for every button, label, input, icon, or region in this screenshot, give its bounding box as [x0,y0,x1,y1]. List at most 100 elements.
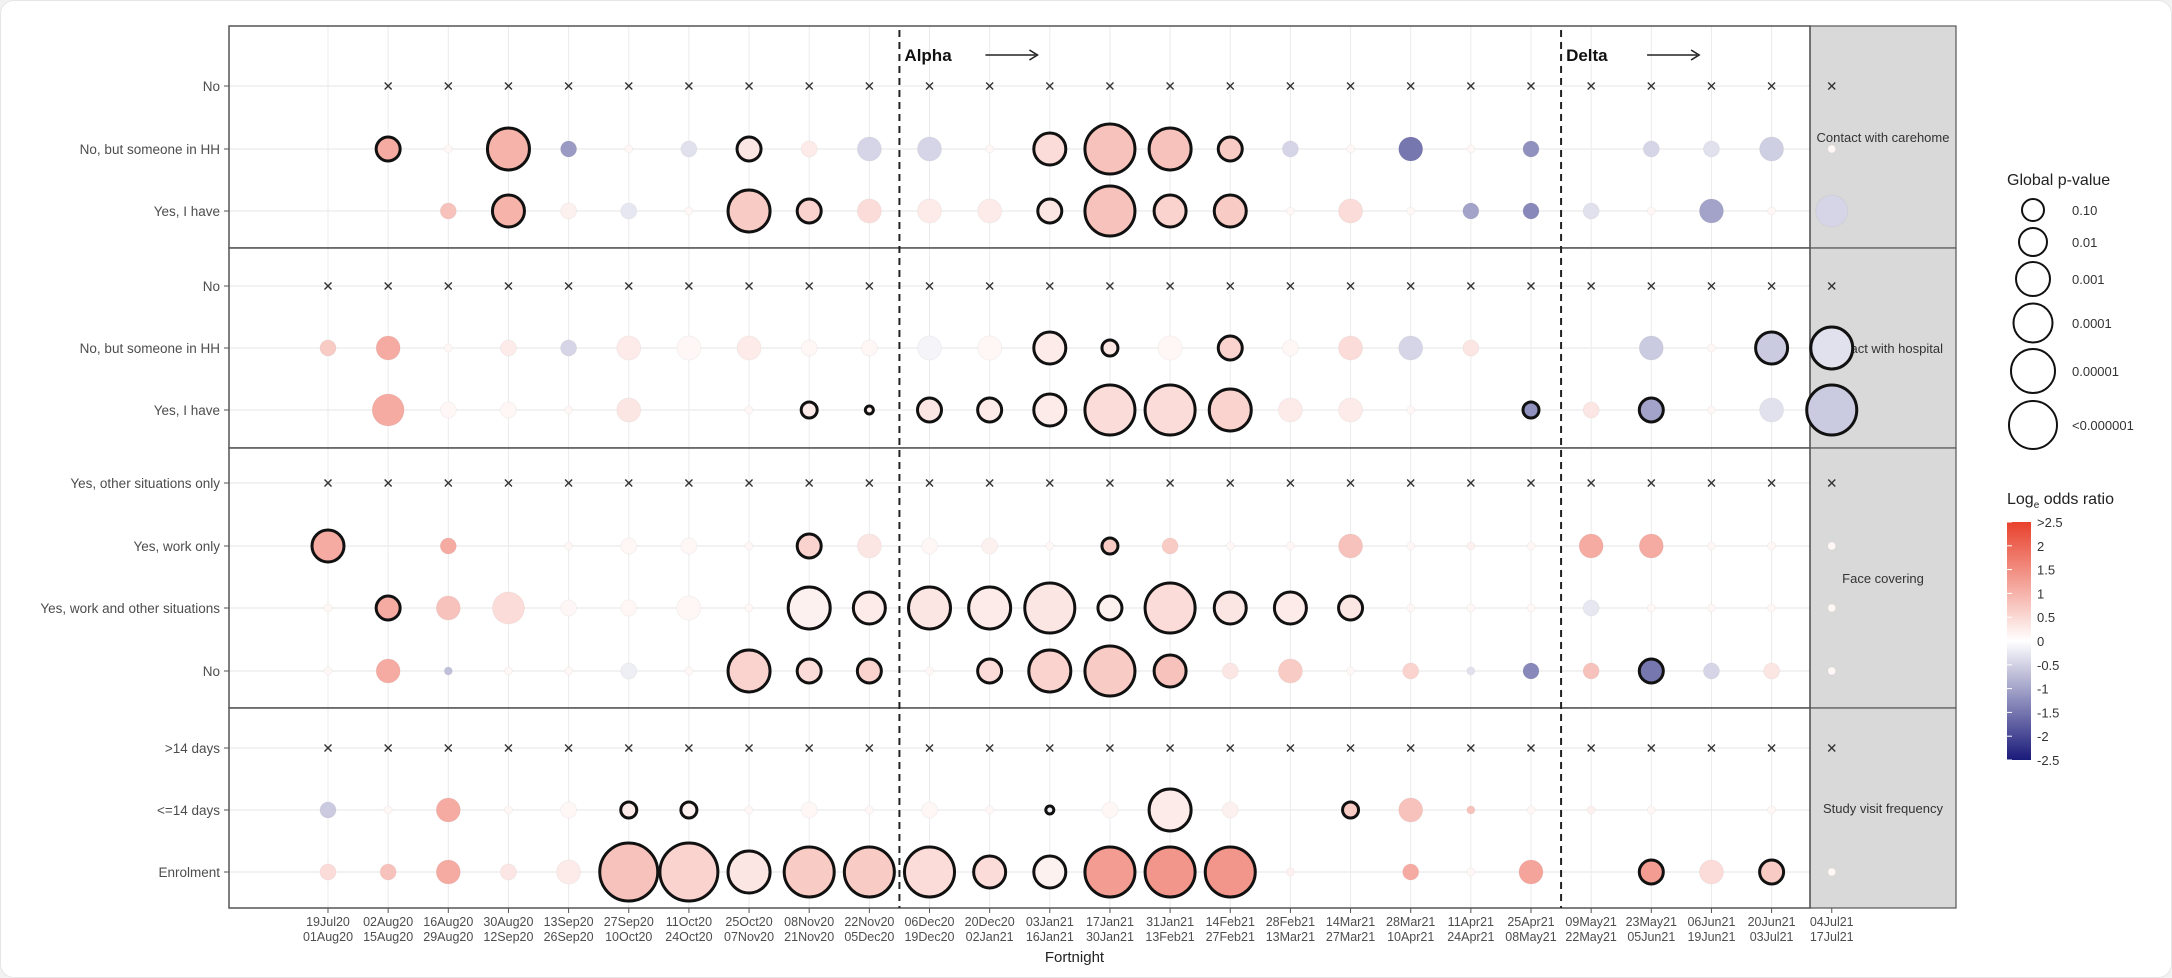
bubble-point [1827,603,1837,613]
cross-icon [624,479,633,487]
bubble-point [800,339,818,357]
reference-marker [1406,82,1415,90]
panel-background [229,448,1810,708]
reference-marker [1767,282,1776,290]
cross-icon [444,479,453,487]
bubble-point [1281,140,1299,158]
reference-marker [1466,744,1475,752]
x-tick-label-end: 21Nov20 [784,930,834,944]
bubble-point [676,335,702,361]
cross-icon [1647,282,1656,290]
x-tick-label-end: 13Feb21 [1145,930,1194,944]
bubble-point [1827,541,1837,551]
cross-icon [865,282,874,290]
cross-icon [1286,282,1295,290]
x-tick-label-start: 06Dec20 [904,915,954,929]
bubble-point [1045,541,1055,551]
bubble-point [319,339,337,357]
cross-icon [805,744,814,752]
reference-marker [504,282,513,290]
bubble-point [616,397,642,423]
bubble-point [323,666,333,676]
bubble-point [1406,603,1416,613]
reference-marker [1166,744,1175,752]
bubble-point [1638,533,1664,559]
bubble-point [1522,662,1540,680]
reference-marker [1527,479,1535,487]
cross-icon [865,479,874,487]
cross-icon [384,744,393,752]
bubble-point [1083,184,1137,238]
bubble-point [1398,797,1424,823]
bubble-point [1398,136,1424,162]
bubble-point [1346,666,1356,676]
colorbar-tick-label: -2.5 [2037,753,2059,768]
bubble-point [1578,533,1604,559]
reference-marker [865,282,874,290]
size-legend-label: 0.0001 [2072,316,2112,331]
bubble-point [744,541,754,551]
bubble-point [903,845,956,899]
reference-marker [384,282,393,290]
bubble-point [1466,144,1476,154]
cross-icon [1105,744,1114,752]
bubble-point [1285,867,1295,877]
cross-icon [1166,282,1175,290]
bubble-point [977,198,1003,224]
cross-icon [1466,282,1475,290]
cross-icon [745,282,754,290]
bubble-point [1143,581,1197,635]
reference-marker [324,744,332,752]
reference-marker [925,479,934,487]
cross-icon [1587,744,1596,752]
facet-strip [1809,447,1957,709]
bubble-point [1338,335,1364,361]
x-tick-label-start: 11Apr21 [1448,915,1494,929]
cross-icon [1226,82,1235,90]
bubble-point [499,863,517,881]
bubble-point [620,202,638,220]
bubble-point [1763,662,1781,680]
bubble-point [1526,805,1536,815]
panel-contact-with-carehome: No No, but someone in HH Yes, I have Contac… [80,25,1957,249]
bubble-point [503,666,513,676]
cross-icon [1166,744,1175,752]
bubble-point [374,594,402,622]
reference-marker [1827,479,1836,487]
bubble-point [1285,206,1295,216]
colorbar-tick-label: 0 [2037,634,2044,649]
bubble-point [499,401,517,419]
size-legend-circle [2010,348,2056,394]
bubble-point [439,202,457,220]
bubble-point [972,854,1008,890]
reference-marker [1045,82,1054,90]
colorbar-tick-label: >2.5 [2037,515,2063,530]
bubble-point [1805,383,1859,437]
x-tick-label-start: 14Mar21 [1326,915,1375,929]
bubble-point [1147,787,1193,833]
bubble-point [1338,198,1364,224]
bubble-point [371,393,405,427]
bubble-point [1582,202,1600,220]
bubble-point [1706,603,1716,613]
bubble-point [1281,339,1299,357]
reference-marker [1707,744,1716,752]
reference-marker [1166,282,1175,290]
bubble-point [560,801,578,819]
reference-marker [564,82,573,90]
bubble-point [985,805,995,815]
bubble-point [921,801,938,819]
bubble-point [921,537,938,555]
bubble-point [374,135,402,163]
y-tick-label: <=14 days [157,803,220,818]
bubble-point [1044,804,1056,816]
reference-marker [624,744,633,752]
size-legend-title: Global p-value [2007,172,2110,189]
cross-icon [504,479,513,487]
cross-icon [444,82,453,90]
cross-icon [1767,282,1776,290]
reference-marker [985,479,994,487]
bubble-point [319,863,337,881]
bubble-point [1212,193,1248,229]
bubble-point [736,335,762,361]
